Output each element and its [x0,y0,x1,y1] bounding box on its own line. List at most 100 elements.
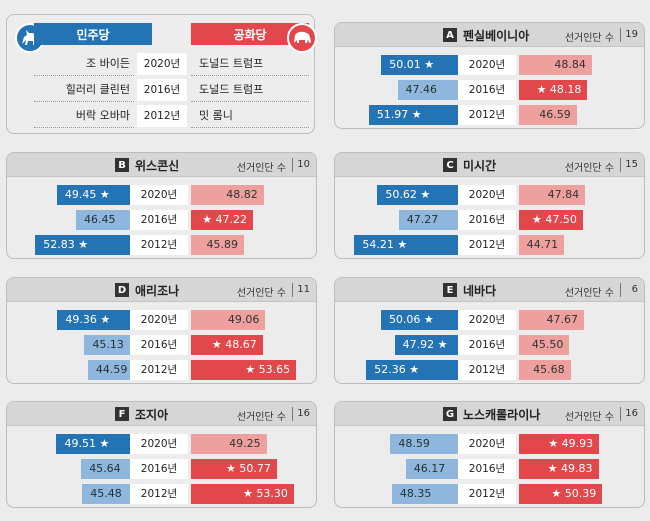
divider [292,283,293,297]
panel-letter: C [443,158,457,172]
state-name: 노스캐롤라이나 [463,408,541,422]
year-label: 2012년 [130,360,188,380]
dem-bar: 54.21 ★ [354,235,458,255]
panel-header: C 미시간 선거인단 수 15 [335,153,644,177]
legend-row: 버락 오바마 2012년 밋 롬니 [7,105,316,129]
electoral-votes-label: 선거인단 수 [236,412,286,423]
result-row: 54.21 ★ 2012년 44.71 [335,235,644,255]
year-label: 2020년 [130,310,188,330]
result-row: 48.35 2012년 ★ 50.39 [335,484,644,504]
rep-bar: 47.67 [519,310,584,330]
dem-bar: 48.59 [390,434,458,454]
electoral-votes-count: 16 [297,408,310,419]
rep-bar: ★ 53.65 [191,360,297,380]
divider [292,158,293,172]
result-row: 50.62 ★ 2020년 47.84 [335,185,644,205]
year-label: 2012년 [458,484,516,504]
dem-bar: 49.45 ★ [56,185,130,205]
year-label: 2020년 [458,434,516,454]
year-label: 2016년 [130,210,188,230]
year-label: 2016년 [130,459,188,479]
rep-bar: ★ 50.77 [191,459,277,479]
rep-bar: ★ 48.67 [191,335,263,355]
state-panel-f: F 조지아 선거인단 수 16 49.51 ★ 2020년 49.25 45.64 2016년 ★… [6,401,317,508]
party-legend: 민주당 공화당 조 바이든 2020년 도널드 트럼프 힐러리 클린턴 2016년 도널드… [6,14,317,134]
state-panel-a: A 펜실베이니아 선거인단 수 19 50.01 ★ 2020년 48.84 47.46 201… [334,22,645,129]
dem-bar: 51.97 ★ [368,105,458,125]
result-row: 47.27 2016년 ★ 47.50 [335,210,644,230]
state-panel-e: E 네바다 선거인단 수 6 50.06 ★ 2020년 47.67 47.92 ★ 2016년… [334,277,645,384]
year-label: 2016년 [458,210,516,230]
rep-candidate: 도널드 트럼프 [191,79,309,102]
legend-year: 2012년 [137,105,187,127]
rep-bar: 45.68 [519,360,571,380]
dem-candidate: 힐러리 클린턴 [34,79,134,102]
divider [620,283,621,297]
dem-bar: 52.83 ★ [35,235,130,255]
state-name: 조지아 [135,408,169,422]
dem-bar: 49.36 ★ [57,310,130,330]
result-row: 52.83 ★ 2012년 45.89 [7,235,316,255]
electoral-votes-label: 선거인단 수 [564,163,614,174]
rep-bar: 45.50 [519,335,570,355]
rep-bar: 47.84 [519,185,586,205]
state-panel-c: C 미시간 선거인단 수 15 50.62 ★ 2020년 47.84 47.27 2016년 ★… [334,152,645,259]
legend-year: 2020년 [137,53,187,75]
panel-header: F 조지아 선거인단 수 16 [7,402,316,426]
year-label: 2012년 [130,235,188,255]
panel-letter: B [115,158,129,172]
dem-bar: 46.17 [405,459,458,479]
state-name: 네바다 [463,284,497,298]
electoral-votes-count: 6 [631,284,638,295]
panel-letter: D [115,283,129,297]
result-row: 50.01 ★ 2020년 48.84 [335,55,644,75]
dem-candidate: 버락 오바마 [34,105,134,128]
result-row: 47.92 ★ 2016년 45.50 [335,335,644,355]
state-name: 애리조나 [135,284,180,298]
rep-bar: 44.71 [519,235,565,255]
dem-bar: 50.01 ★ [381,55,458,75]
year-label: 2016년 [458,459,516,479]
year-label: 2020년 [130,434,188,454]
panel-header: B 위스콘신 선거인단 수 10 [7,153,316,177]
result-row: 47.46 2016년 ★ 48.18 [335,80,644,100]
state-panel-g: G 노스캐롤라이나 선거인단 수 16 48.59 2020년 ★ 49.93 46.17 20… [334,401,645,508]
year-label: 2012년 [458,105,516,125]
year-label: 2012년 [130,484,188,504]
dem-bar: 46.45 [76,210,130,230]
dem-bar: 50.62 ★ [377,185,458,205]
electoral-votes-label: 선거인단 수 [564,33,614,44]
result-row: 45.13 2016년 ★ 48.67 [7,335,316,355]
dem-bar: 47.92 ★ [394,335,458,355]
result-row: 44.59 2012년 ★ 53.65 [7,360,316,380]
legend-row: 힐러리 클린턴 2016년 도널드 트럼프 [7,79,316,103]
dem-bar: 45.13 [84,335,130,355]
result-row: 46.45 2016년 ★ 47.22 [7,210,316,230]
electoral-votes-count: 15 [625,159,638,170]
result-row: 49.45 ★ 2020년 48.82 [7,185,316,205]
dem-bar: 45.48 [82,484,130,504]
rep-bar: ★ 53.30 [191,484,294,504]
divider [620,407,621,421]
year-label: 2012년 [458,235,516,255]
panel-header: E 네바다 선거인단 수 6 [335,278,644,302]
year-label: 2020년 [458,310,516,330]
panel-letter: A [443,28,457,42]
rep-bar: 45.89 [191,235,245,255]
year-label: 2016년 [130,335,188,355]
rep-candidate: 도널드 트럼프 [191,53,309,76]
panel-header: D 애리조나 선거인단 수 11 [7,278,316,302]
dem-bar: 47.46 [397,80,458,100]
dem-bar: 47.27 [398,210,458,230]
year-label: 2020년 [458,55,516,75]
result-row: 45.48 2012년 ★ 53.30 [7,484,316,504]
year-label: 2020년 [458,185,516,205]
result-row: 49.51 ★ 2020년 49.25 [7,434,316,454]
state-panel-b: B 위스콘신 선거인단 수 10 49.45 ★ 2020년 48.82 46.45 2016년… [6,152,317,259]
dem-candidate: 조 바이든 [34,53,134,76]
year-label: 2020년 [130,185,188,205]
panel-header: A 펜실베이니아 선거인단 수 19 [335,23,644,47]
dem-bar: 52.36 ★ [366,360,458,380]
legend-row: 조 바이든 2020년 도널드 트럼프 [7,53,316,77]
year-label: 2012년 [458,360,516,380]
